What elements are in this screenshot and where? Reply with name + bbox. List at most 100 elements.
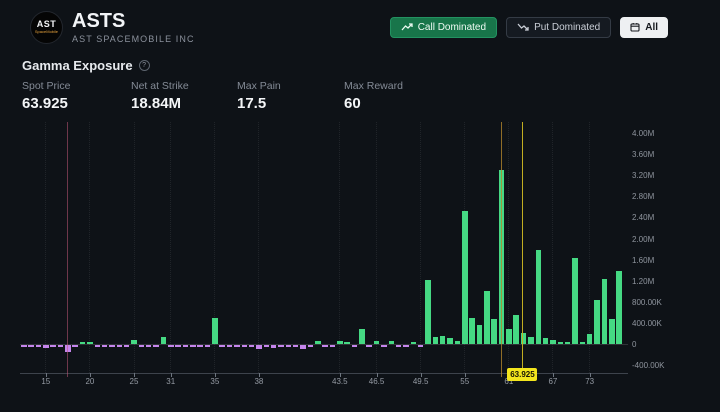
ticker-titles: ASTS AST SPACEMOBILE INC	[72, 10, 195, 44]
y-axis-label: 3.20M	[632, 171, 655, 181]
x-axis-tick	[420, 373, 422, 377]
gex-bar-positive	[160, 337, 167, 344]
x-axis-label: 61	[504, 377, 514, 386]
stats-row: Spot Price 63.925 Net at Strike 18.84M M…	[22, 80, 720, 112]
stat-label: Max Reward	[344, 80, 403, 92]
x-axis-label: 43.5	[332, 377, 348, 386]
gex-bar-negative	[300, 345, 306, 349]
gex-bar-positive	[491, 319, 497, 344]
ref-line-max-pain	[67, 122, 69, 377]
gex-bar-negative	[175, 345, 181, 347]
gex-bar-negative	[123, 345, 130, 347]
gex-bar-negative	[219, 345, 225, 347]
x-axis-label: 25	[129, 377, 139, 386]
x-axis-tick	[214, 373, 216, 377]
stat-value: 17.5	[237, 95, 267, 112]
x-axis-tick	[134, 373, 135, 377]
spot-price-tag: 63.925	[507, 368, 538, 381]
call-dominated-label: Call Dominated	[417, 21, 487, 33]
gex-bar-positive	[476, 325, 483, 344]
x-gridline	[339, 122, 341, 373]
gex-bar-negative	[278, 345, 284, 347]
y-axis-label: 400.00K	[632, 318, 662, 328]
y-axis-label: 1.20M	[632, 276, 655, 286]
gex-bar-positive	[616, 270, 622, 344]
x-gridline	[89, 122, 91, 373]
stat-value: 63.925	[22, 95, 68, 112]
stat-label: Max Pain	[237, 80, 281, 92]
gex-bar-negative	[417, 345, 424, 347]
gex-bar-negative	[292, 345, 299, 347]
x-axis-tick	[464, 373, 466, 377]
stat-label: Spot Price	[22, 80, 71, 92]
date-filter-all-button[interactable]: All	[620, 16, 668, 38]
gex-bar-negative	[329, 345, 336, 347]
gex-bar-positive	[462, 211, 468, 344]
gex-bar-positive	[212, 318, 218, 344]
x-axis-tick	[552, 373, 554, 377]
gex-bar-positive	[601, 278, 608, 344]
ref-line-spot-price	[521, 122, 523, 368]
gex-bar-negative	[241, 345, 247, 347]
zero-line	[20, 344, 628, 345]
x-axis-tick	[589, 373, 591, 377]
gex-bar-positive	[87, 341, 93, 344]
x-axis-label: 35	[210, 377, 220, 386]
gex-bar-negative	[94, 345, 100, 347]
gex-bar-positive	[439, 335, 446, 344]
gex-bar-positive	[344, 341, 350, 344]
put-dominated-button[interactable]: Put Dominated	[506, 16, 612, 38]
gex-bar-negative	[153, 345, 159, 347]
gex-bar-positive	[469, 318, 475, 344]
gex-bar-negative	[263, 345, 270, 347]
gex-bar-positive	[447, 338, 453, 344]
y-axis-label: 800.00K	[632, 297, 662, 307]
x-gridline	[420, 122, 422, 373]
gex-bar-negative	[270, 345, 277, 349]
y-axis-label: 2.40M	[632, 213, 655, 223]
x-gridline	[258, 122, 260, 373]
gex-bar-negative	[403, 345, 409, 347]
x-axis-tick	[89, 373, 91, 377]
app-header: AST SpaceMobile ASTS AST SPACEMOBILE INC…	[0, 0, 720, 44]
y-axis-label: 1.60M	[632, 255, 655, 265]
all-label: All	[645, 21, 658, 33]
gex-bar-negative	[226, 345, 233, 348]
gex-bar-positive	[609, 319, 615, 344]
gex-bar-positive	[131, 340, 137, 344]
gex-bar-negative	[101, 345, 108, 347]
gex-bar-positive	[550, 340, 556, 344]
header-buttons: Call Dominated Put Dominated All	[389, 16, 668, 38]
stat-value: 18.84M	[131, 95, 182, 112]
ref-line-max-reward	[501, 122, 502, 377]
section-title: Gamma Exposure	[22, 58, 133, 73]
x-axis-label: 55	[460, 377, 470, 386]
gex-bar-positive	[425, 280, 431, 344]
trending-down-icon	[517, 22, 529, 32]
gex-bar-negative	[256, 345, 262, 349]
y-axis-label: 3.60M	[632, 150, 655, 160]
gex-bar-positive	[79, 342, 86, 344]
logo-text: AST	[36, 18, 57, 29]
gex-bar-positive	[594, 300, 600, 344]
gex-bar-negative	[168, 345, 174, 348]
gex-bar-positive	[572, 258, 578, 344]
ticker-symbol: ASTS	[72, 10, 126, 32]
x-axis-line	[20, 373, 628, 374]
trending-up-icon	[401, 22, 413, 32]
gex-bar-negative	[116, 345, 123, 347]
gex-bar-positive	[542, 338, 549, 344]
stat-max-pain: Max Pain 17.5	[237, 80, 344, 112]
gex-bar-negative	[395, 345, 402, 348]
gex-bar-negative	[109, 345, 115, 347]
gex-bar-positive	[513, 314, 519, 344]
gex-bar-negative	[248, 345, 255, 347]
help-icon[interactable]: ?	[138, 60, 150, 71]
gamma-exposure-section: Gamma Exposure ? Spot Price 63.925 Net a…	[0, 44, 720, 112]
gex-bar-positive	[373, 340, 380, 344]
gex-bar-negative	[57, 345, 64, 347]
x-axis-tick	[339, 373, 341, 377]
call-dominated-button[interactable]: Call Dominated	[389, 16, 498, 38]
x-axis-tick	[45, 373, 47, 377]
y-axis-label: 2.80M	[632, 192, 655, 202]
